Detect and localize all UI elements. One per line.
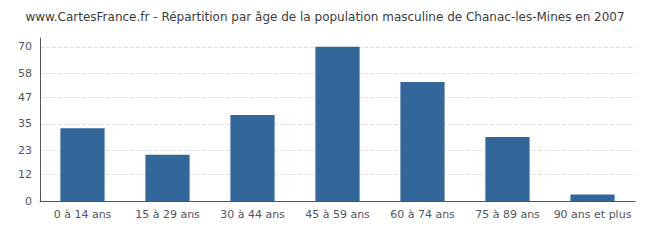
svg-text:58: 58	[18, 67, 32, 80]
svg-text:12: 12	[18, 168, 32, 181]
svg-text:90 ans et plus: 90 ans et plus	[554, 208, 632, 221]
svg-text:0 à 14 ans: 0 à 14 ans	[54, 208, 112, 221]
svg-text:www.CartesFrance.fr - Répartit: www.CartesFrance.fr - Répartition par âg…	[25, 10, 624, 24]
svg-text:47: 47	[18, 91, 32, 104]
svg-text:23: 23	[18, 144, 32, 157]
svg-text:70: 70	[18, 40, 32, 53]
svg-text:45 à 59 ans: 45 à 59 ans	[305, 208, 370, 221]
svg-text:15 à 29 ans: 15 à 29 ans	[135, 208, 200, 221]
svg-text:60 à 74 ans: 60 à 74 ans	[390, 208, 455, 221]
svg-text:30 à 44 ans: 30 à 44 ans	[220, 208, 285, 221]
svg-text:75 à 89 ans: 75 à 89 ans	[475, 208, 540, 221]
svg-text:0: 0	[25, 195, 32, 208]
svg-text:35: 35	[18, 117, 32, 130]
